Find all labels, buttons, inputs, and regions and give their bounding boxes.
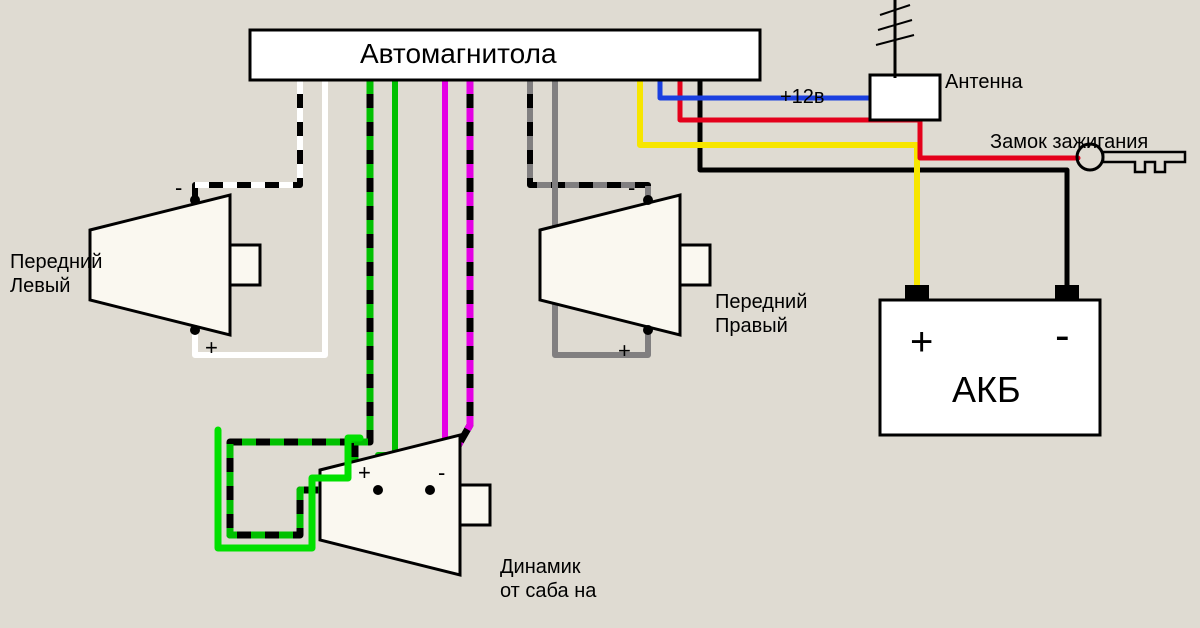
svg-text:+: +	[358, 460, 371, 485]
battery-label: АКБ	[952, 368, 1021, 411]
svg-text:-: -	[628, 175, 635, 200]
wiring-diagram: + - - + - + + -	[0, 0, 1200, 628]
svg-text:-: -	[175, 175, 182, 200]
svg-text:+: +	[910, 320, 933, 364]
svg-text:+: +	[618, 338, 631, 363]
plus12v-label: +12в	[780, 85, 825, 109]
ignition-label: Замок зажигания	[990, 130, 1148, 154]
svg-text:+: +	[205, 335, 218, 360]
front-right-label: Передний Правый	[715, 290, 807, 338]
head-unit-label: Автомагнитола	[360, 37, 557, 71]
sub-label: Динамик от саба на	[500, 555, 596, 603]
antenna-label: Антенна	[945, 70, 1023, 94]
front-left-label: Передний Левый	[10, 250, 102, 298]
svg-text:-: -	[438, 460, 445, 485]
svg-text:-: -	[1055, 311, 1070, 360]
